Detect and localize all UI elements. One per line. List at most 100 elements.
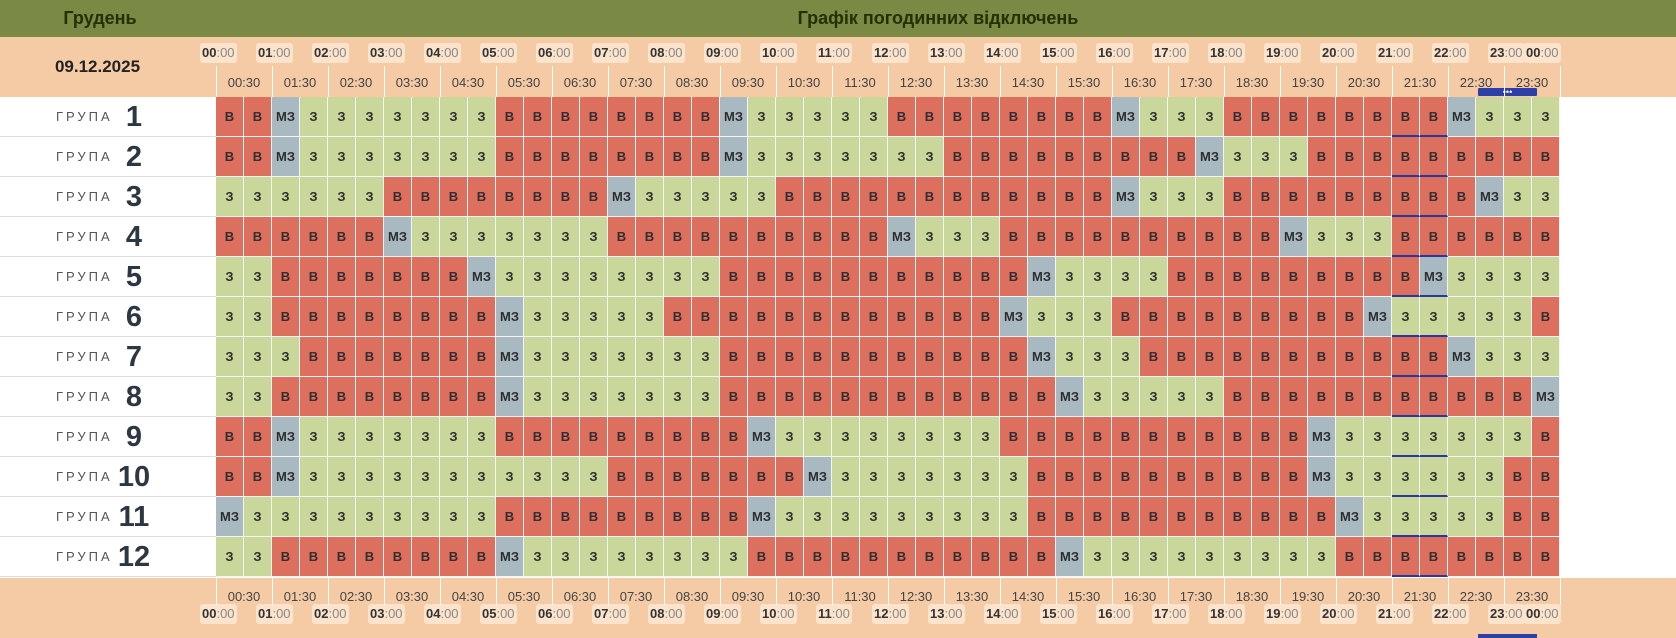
slot-cell[interactable]: В <box>1224 497 1252 537</box>
slot-cell[interactable]: З <box>300 137 328 177</box>
slot-cell[interactable]: В <box>972 337 1000 377</box>
slot-cell[interactable]: В <box>888 337 916 377</box>
slot-cell[interactable]: МЗ <box>720 137 748 177</box>
slot-cell[interactable]: З <box>328 137 356 177</box>
slot-cell[interactable]: З <box>1476 297 1504 337</box>
slot-cell[interactable]: В <box>748 297 776 337</box>
slot-cell[interactable]: З <box>636 257 664 297</box>
slot-cell[interactable]: МЗ <box>496 377 524 417</box>
slot-cell[interactable]: В <box>1084 497 1112 537</box>
slot-cell[interactable]: В <box>804 337 832 377</box>
slot-cell[interactable]: З <box>412 457 440 497</box>
slot-cell[interactable]: В <box>608 497 636 537</box>
slot-cell[interactable]: В <box>888 377 916 417</box>
slot-cell[interactable]: З <box>244 297 272 337</box>
slot-cell[interactable]: В <box>1140 337 1168 377</box>
slot-cell[interactable]: З <box>832 97 860 137</box>
slot-cell[interactable]: В <box>1448 137 1476 177</box>
slot-cell[interactable]: В <box>748 457 776 497</box>
slot-cell[interactable]: З <box>1504 177 1532 217</box>
slot-cell[interactable]: З <box>468 417 496 457</box>
slot-cell[interactable]: МЗ <box>496 297 524 337</box>
slot-cell[interactable]: В <box>1168 337 1196 377</box>
slot-cell[interactable]: З <box>1056 297 1084 337</box>
slot-cell[interactable]: В <box>412 377 440 417</box>
slot-cell[interactable]: З <box>300 417 328 457</box>
slot-cell[interactable]: В <box>524 417 552 457</box>
slot-cell[interactable]: З <box>356 137 384 177</box>
slot-cell[interactable]: В <box>664 217 692 257</box>
slot-cell[interactable]: З <box>1420 297 1448 337</box>
slot-cell[interactable]: В <box>1000 537 1028 577</box>
slot-cell[interactable]: З <box>1224 137 1252 177</box>
slot-cell[interactable]: З <box>1196 97 1224 137</box>
slot-cell[interactable]: МЗ <box>608 177 636 217</box>
slot-cell[interactable]: З <box>580 457 608 497</box>
slot-cell[interactable]: З <box>748 177 776 217</box>
slot-cell[interactable]: В <box>832 377 860 417</box>
slot-cell[interactable]: В <box>1224 177 1252 217</box>
slot-cell[interactable]: З <box>832 417 860 457</box>
slot-cell[interactable]: З <box>1084 377 1112 417</box>
slot-cell[interactable]: В <box>1224 257 1252 297</box>
slot-cell[interactable]: З <box>1168 97 1196 137</box>
slot-cell[interactable]: МЗ <box>748 497 776 537</box>
slot-cell[interactable]: З <box>1224 537 1252 577</box>
slot-cell[interactable]: В <box>748 257 776 297</box>
slot-cell[interactable]: В <box>1084 417 1112 457</box>
slot-cell[interactable]: В <box>692 97 720 137</box>
slot-cell[interactable]: З <box>328 177 356 217</box>
slot-cell[interactable]: В <box>1364 377 1392 417</box>
slot-cell[interactable]: З <box>356 177 384 217</box>
slot-cell[interactable]: В <box>328 257 356 297</box>
slot-cell[interactable]: З <box>692 177 720 217</box>
slot-cell[interactable]: МЗ <box>384 217 412 257</box>
slot-cell[interactable]: В <box>944 257 972 297</box>
slot-cell[interactable]: В <box>412 177 440 217</box>
slot-cell[interactable]: В <box>776 537 804 577</box>
slot-cell[interactable]: З <box>244 177 272 217</box>
slot-cell[interactable]: З <box>328 97 356 137</box>
slot-cell[interactable]: В <box>692 457 720 497</box>
slot-cell[interactable]: З <box>384 497 412 537</box>
slot-cell[interactable]: В <box>356 217 384 257</box>
slot-cell[interactable]: В <box>272 257 300 297</box>
slot-cell[interactable]: В <box>1476 377 1504 417</box>
slot-cell[interactable]: З <box>1364 417 1392 457</box>
slot-cell[interactable]: В <box>412 297 440 337</box>
slot-cell[interactable]: В <box>1112 457 1140 497</box>
slot-cell[interactable]: В <box>1392 337 1420 377</box>
slot-cell[interactable]: МЗ <box>1028 337 1056 377</box>
slot-cell[interactable]: З <box>748 97 776 137</box>
slot-cell[interactable]: В <box>1084 217 1112 257</box>
slot-cell[interactable]: З <box>272 177 300 217</box>
slot-cell[interactable]: В <box>580 97 608 137</box>
slot-cell[interactable]: З <box>216 537 244 577</box>
slot-cell[interactable]: З <box>300 457 328 497</box>
slot-cell[interactable]: З <box>1336 417 1364 457</box>
slot-cell[interactable]: В <box>972 537 1000 577</box>
slot-cell[interactable]: В <box>1504 497 1532 537</box>
slot-cell[interactable]: З <box>1336 217 1364 257</box>
slot-cell[interactable]: В <box>776 297 804 337</box>
slot-cell[interactable]: З <box>776 497 804 537</box>
slot-cell[interactable]: З <box>888 137 916 177</box>
slot-cell[interactable]: В <box>692 137 720 177</box>
slot-cell[interactable]: В <box>1308 137 1336 177</box>
slot-cell[interactable]: З <box>412 137 440 177</box>
slot-cell[interactable]: В <box>1336 337 1364 377</box>
slot-cell[interactable]: В <box>412 257 440 297</box>
slot-cell[interactable]: В <box>916 257 944 297</box>
slot-cell[interactable]: З <box>1532 177 1560 217</box>
slot-cell[interactable]: З <box>384 457 412 497</box>
slot-cell[interactable]: З <box>272 497 300 537</box>
slot-cell[interactable]: В <box>552 137 580 177</box>
slot-cell[interactable]: В <box>748 377 776 417</box>
slot-cell[interactable]: З <box>552 457 580 497</box>
slot-cell[interactable]: В <box>1280 497 1308 537</box>
slot-cell[interactable]: МЗ <box>1112 177 1140 217</box>
slot-cell[interactable]: В <box>1028 377 1056 417</box>
slot-cell[interactable]: В <box>748 337 776 377</box>
slot-cell[interactable]: З <box>1280 537 1308 577</box>
slot-cell[interactable]: В <box>1252 497 1280 537</box>
